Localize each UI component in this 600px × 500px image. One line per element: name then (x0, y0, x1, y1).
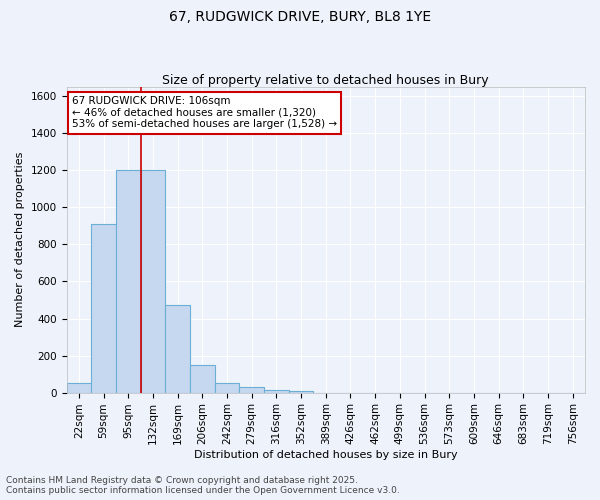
Bar (289, 391, 313, 392)
Y-axis label: Number of detached properties: Number of detached properties (15, 152, 25, 328)
Bar (264, 390, 289, 392)
Bar (239, 387, 264, 392)
Title: Size of property relative to detached houses in Bury: Size of property relative to detached ho… (163, 74, 489, 87)
Bar (91, 224, 116, 392)
Text: Contains HM Land Registry data © Crown copyright and database right 2025.
Contai: Contains HM Land Registry data © Crown c… (6, 476, 400, 495)
Text: 67 RUDGWICK DRIVE: 106sqm
← 46% of detached houses are smaller (1,320)
53% of se: 67 RUDGWICK DRIVE: 106sqm ← 46% of detac… (72, 96, 337, 130)
Bar (140, 170, 165, 392)
Bar (67, 384, 91, 392)
Bar (116, 170, 140, 392)
X-axis label: Distribution of detached houses by size in Bury: Distribution of detached houses by size … (194, 450, 458, 460)
Bar (215, 384, 239, 392)
Bar (165, 304, 190, 392)
Text: 67, RUDGWICK DRIVE, BURY, BL8 1YE: 67, RUDGWICK DRIVE, BURY, BL8 1YE (169, 10, 431, 24)
Bar (190, 365, 215, 392)
